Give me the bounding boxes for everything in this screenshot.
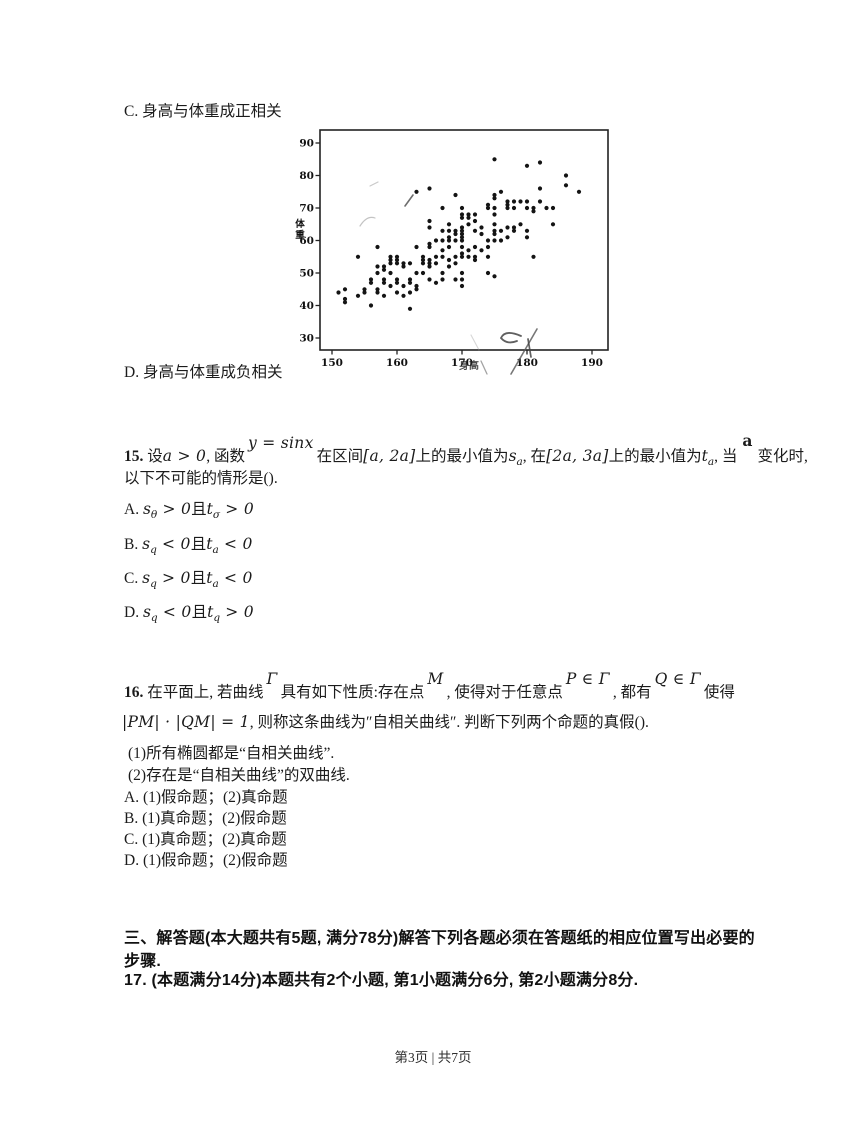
option-c-text: C. 身高与体重成正相关 [124,103,282,120]
q15-option-c: C. sq > 0且ta < 0 [124,569,253,591]
q16-statement-1: (1)所有椭圆都是“自相关曲线”. [128,745,335,762]
svg-text:体: 体 [295,218,305,230]
option-d-text: D. 身高与体重成负相关 [124,364,283,381]
question-16-line1: 16. 在平面上, 若曲线Γ具有如下性质:存在点M, 使得对于任意点P ∈ Γ,… [124,670,735,701]
svg-text:190: 190 [581,357,603,369]
svg-text:70: 70 [299,203,314,215]
q15-option-d: D. sq < 0且tq > 0 [124,603,254,625]
question-15-line1: 15. 设a > 0, 函数y = sinx在区间[a, 2a]上的最小值为sa… [124,431,808,469]
page-footer: 第3页 | 共7页 [394,1050,472,1065]
q16-option-c: C. (1)真命题；(2)真命题 [124,831,287,848]
svg-text:150: 150 [321,357,343,369]
scatter-figure: 90 80 70 60 50 40 30 150 160 170 180 190 体重身高 [290,126,626,388]
section-3-header: 三、解答题(本大题共有5题, 满分78分)解答下列各题必须在答题纸的相应位置写出… [124,930,755,970]
svg-text:重: 重 [295,229,305,241]
q16-statement-2: (2)存在是“自相关曲线”的双曲线. [128,767,350,784]
q16-option-a: A. (1)假命题；(2)真命题 [124,789,288,806]
svg-text:60: 60 [299,235,314,247]
question-16-line2: |PM| · |QM| = 1, 则称这条曲线为″自相关曲线″. 判断下列两个命… [122,713,649,731]
svg-text:80: 80 [299,170,314,182]
svg-text:170: 170 [451,357,473,369]
q16-option-b: B. (1)真命题；(2)假命题 [124,810,287,827]
pen-marks [359,181,538,375]
svg-text:50: 50 [299,268,314,280]
svg-text:160: 160 [386,357,408,369]
svg-text:90: 90 [299,138,314,150]
svg-text:30: 30 [299,333,314,345]
q15-option-b: B. sq < 0且ta < 0 [124,535,253,557]
q15-option-a: A. sθ > 0且tσ > 0 [124,500,254,522]
question-15-line2: 以下不可能的情形是(). [124,470,278,487]
svg-text:身高: 身高 [459,359,479,372]
svg-text:180: 180 [516,357,538,369]
question-17-intro: 17. (本题满分14分)本题共有2个小题, 第1小题满分6分, 第2小题满分8… [124,972,639,989]
svg-text:40: 40 [299,300,314,312]
q16-option-d: D. (1)假命题；(2)假命题 [124,852,288,869]
